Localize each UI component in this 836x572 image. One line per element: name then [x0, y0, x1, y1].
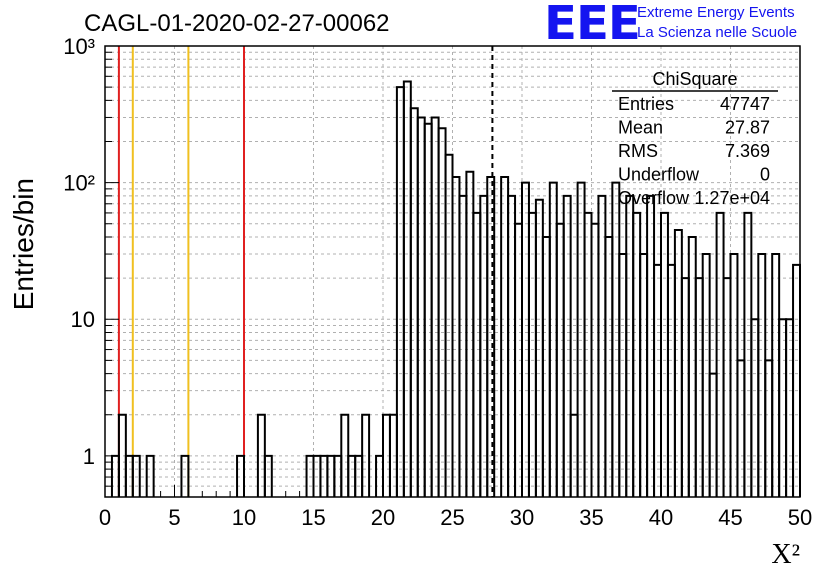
- x-tick-label: 15: [301, 505, 325, 530]
- stats-row-value: 1.27e+04: [694, 188, 770, 208]
- eee-logo: EEE: [544, 0, 641, 50]
- x-tick-label: 25: [440, 505, 464, 530]
- x-axis-label: X²: [771, 539, 800, 570]
- histogram-bin: [646, 194, 656, 497]
- histogram-bin: [701, 253, 711, 497]
- histogram-bins: [110, 80, 801, 497]
- histogram-bin: [583, 211, 593, 497]
- x-tick-label: 40: [649, 505, 673, 530]
- x-tick-label: 5: [168, 505, 180, 530]
- logo-line-2: La Scienza nelle Scuole: [637, 24, 798, 41]
- histogram-bin: [458, 194, 468, 497]
- histogram-bin: [736, 359, 746, 497]
- histogram-bin: [236, 454, 245, 497]
- histogram-bin: [437, 127, 447, 497]
- stats-row-label: Mean: [618, 118, 663, 138]
- y-tick-label: 1: [83, 444, 95, 469]
- histogram-bin: [757, 253, 767, 497]
- histogram-bin: [611, 181, 621, 497]
- histogram-bin: [521, 181, 530, 497]
- plot-title: CAGL-01-2020-02-27-00062: [84, 10, 390, 37]
- histogram-bin: [548, 181, 558, 497]
- histogram-bin: [743, 211, 753, 497]
- histogram-bin: [395, 86, 405, 497]
- histogram-bin: [708, 372, 718, 497]
- histogram-bin: [409, 107, 419, 497]
- stats-row-label: Underflow: [618, 165, 700, 185]
- stats-box-title: ChiSquare: [652, 69, 737, 89]
- stats-row-label: Entries: [618, 94, 674, 114]
- stats-row-label: RMS: [618, 141, 658, 161]
- y-axis-label: Entries/bin: [8, 178, 39, 310]
- histogram-bin: [402, 80, 412, 497]
- histogram-bin: [715, 211, 725, 497]
- grid-lines: [105, 46, 800, 498]
- histogram-bin: [632, 211, 642, 497]
- histogram-bin: [486, 175, 496, 497]
- histogram-bin: [416, 116, 426, 497]
- histogram-bin: [771, 253, 781, 497]
- stats-row-label: Overflow: [618, 188, 690, 208]
- x-tick-label: 0: [99, 505, 111, 530]
- logo-line-1: Extreme Energy Events: [637, 4, 795, 21]
- histogram-bin: [465, 170, 475, 497]
- histogram-bin: [541, 235, 551, 497]
- x-tick-label: 30: [510, 505, 534, 530]
- histogram-bin: [527, 211, 537, 497]
- histogram-bin: [472, 211, 482, 497]
- histogram-bin: [479, 194, 489, 497]
- y-tick-label: 10³: [63, 34, 95, 59]
- histogram-bin: [451, 175, 461, 497]
- histogram-bin: [534, 198, 544, 497]
- x-axis-ticks: 0 5 10 15 20 25 30 35 40 45 50: [99, 485, 812, 530]
- histogram-bin: [263, 454, 273, 497]
- histogram-bin: [729, 253, 739, 497]
- x-tick-label: 10: [232, 505, 256, 530]
- y-tick-label: 10: [71, 307, 95, 332]
- histogram-bin: [625, 194, 635, 497]
- stats-box: ChiSquare Entries 47747 Mean 27.87 RMS 7.369 Un…: [612, 69, 778, 208]
- y-tick-label: 10²: [63, 171, 95, 196]
- histogram-bin: [618, 253, 628, 497]
- x-tick-label: 45: [718, 505, 742, 530]
- x-tick-label: 50: [788, 505, 812, 530]
- histogram-bin: [576, 181, 586, 497]
- histogram-bin: [680, 277, 690, 497]
- histogram-bin: [694, 277, 704, 497]
- histogram-bin: [673, 229, 683, 497]
- histogram-bin: [145, 454, 155, 497]
- histogram-bin: [423, 122, 433, 497]
- histogram-bin: [131, 454, 141, 497]
- reference-lines: [117, 46, 494, 497]
- histogram-bin: [785, 318, 795, 497]
- histogram-bin: [764, 359, 774, 497]
- histogram-bin: [507, 194, 517, 497]
- histogram-bin: [180, 454, 190, 497]
- histogram-bin: [604, 235, 614, 497]
- histogram-bin: [778, 318, 788, 497]
- histogram-bin: [430, 116, 440, 497]
- y-axis-ticks: 1 10 10² 10³: [63, 34, 119, 498]
- histogram-bin: [500, 175, 510, 497]
- stats-row-value: 0: [760, 165, 770, 185]
- histogram-bin: [361, 413, 371, 497]
- histogram-bin: [597, 194, 607, 497]
- x-tick-label: 20: [371, 505, 395, 530]
- histogram-bin: [687, 235, 697, 497]
- stats-row-value: 7.369: [725, 141, 770, 161]
- x-tick-label: 35: [579, 505, 603, 530]
- histogram-bin: [660, 211, 669, 497]
- histogram-bin: [750, 318, 760, 497]
- stats-row-value: 47747: [720, 94, 770, 114]
- histogram-bin: [562, 194, 572, 497]
- stats-row-value: 27.87: [725, 118, 770, 138]
- histogram-bin: [722, 277, 732, 497]
- histogram-bin: [639, 253, 649, 497]
